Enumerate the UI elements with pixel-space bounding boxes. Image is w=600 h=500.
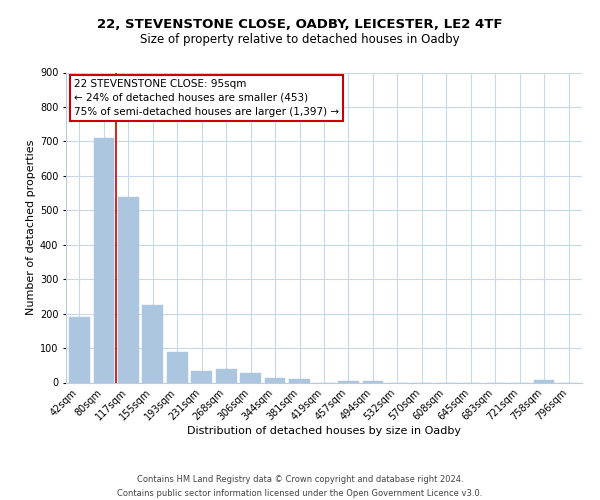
Text: 22, STEVENSTONE CLOSE, OADBY, LEICESTER, LE2 4TF: 22, STEVENSTONE CLOSE, OADBY, LEICESTER,… xyxy=(97,18,503,30)
Text: Contains HM Land Registry data © Crown copyright and database right 2024.
Contai: Contains HM Land Registry data © Crown c… xyxy=(118,476,482,498)
X-axis label: Distribution of detached houses by size in Oadby: Distribution of detached houses by size … xyxy=(187,426,461,436)
Bar xyxy=(118,196,139,382)
Bar xyxy=(167,352,188,382)
Bar xyxy=(216,368,236,382)
Bar xyxy=(142,305,163,382)
Bar xyxy=(289,379,310,382)
Bar xyxy=(94,138,114,382)
Bar xyxy=(338,381,359,382)
Bar xyxy=(265,378,286,382)
Bar xyxy=(240,373,261,382)
Y-axis label: Number of detached properties: Number of detached properties xyxy=(26,140,35,315)
Bar xyxy=(69,317,90,382)
Bar xyxy=(534,380,554,382)
Bar xyxy=(191,371,212,382)
Text: Size of property relative to detached houses in Oadby: Size of property relative to detached ho… xyxy=(140,32,460,46)
Text: 22 STEVENSTONE CLOSE: 95sqm
← 24% of detached houses are smaller (453)
75% of se: 22 STEVENSTONE CLOSE: 95sqm ← 24% of det… xyxy=(74,78,339,116)
